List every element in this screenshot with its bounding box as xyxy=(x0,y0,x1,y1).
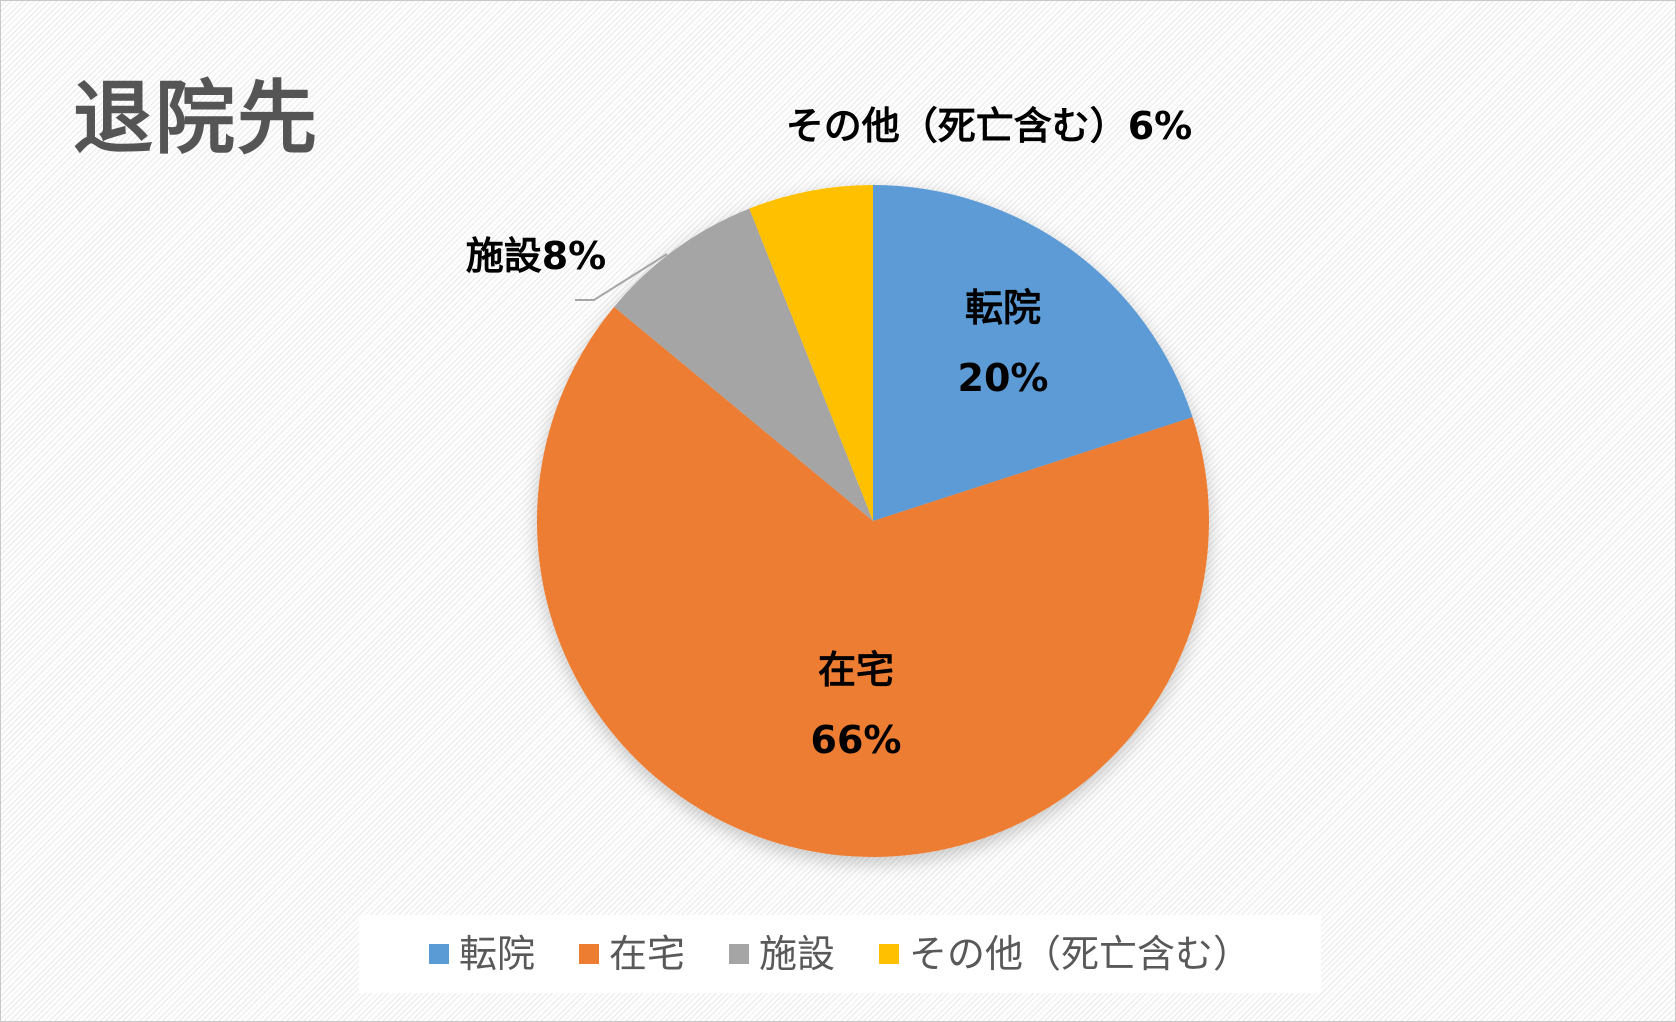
legend-swatch-tenin xyxy=(428,944,449,964)
pie-slice-zaitaku xyxy=(536,306,1209,858)
legend-item-zaitaku: 在宅 xyxy=(578,932,685,976)
chart-title: 退院先 xyxy=(73,72,319,165)
legend-swatch-sonota xyxy=(879,944,900,964)
data-label-shisetsu: 施設8% xyxy=(466,234,607,278)
legend-item-shisetsu: 施設 xyxy=(729,935,835,973)
data-label-sonota: その他（死亡含む）6% xyxy=(786,104,1193,148)
data-label-tenin-name: 転院 xyxy=(965,286,1041,330)
legend-box: 転院 在宅 施設 その他（死亡含む） xyxy=(359,915,1321,993)
legend-item-tenin: 転院 xyxy=(428,932,535,976)
legend-swatch-zaitaku xyxy=(578,944,599,964)
legend-label-sonota: その他（死亡含む） xyxy=(909,932,1252,976)
pie-slice-sonota xyxy=(749,185,873,521)
data-label-zaitaku-name: 在宅 xyxy=(818,648,894,692)
data-label-zaitaku-value: 66% xyxy=(811,718,902,762)
pie-slice-shisetsu xyxy=(614,208,873,521)
legend: 転院 在宅 施設 その他（死亡含む） xyxy=(359,915,1321,993)
legend-label-tenin: 転院 xyxy=(458,932,535,976)
data-label-leader-line xyxy=(575,253,668,301)
legend-item-sonota: その他（死亡含む） xyxy=(879,935,1251,973)
pie-slice-tenin xyxy=(873,185,1193,521)
legend-label-zaitaku: 在宅 xyxy=(608,932,685,976)
legend-label-shisetsu: 施設 xyxy=(759,932,836,976)
data-label-tenin-value: 20% xyxy=(958,356,1049,400)
legend-swatch-shisetsu xyxy=(729,944,749,964)
